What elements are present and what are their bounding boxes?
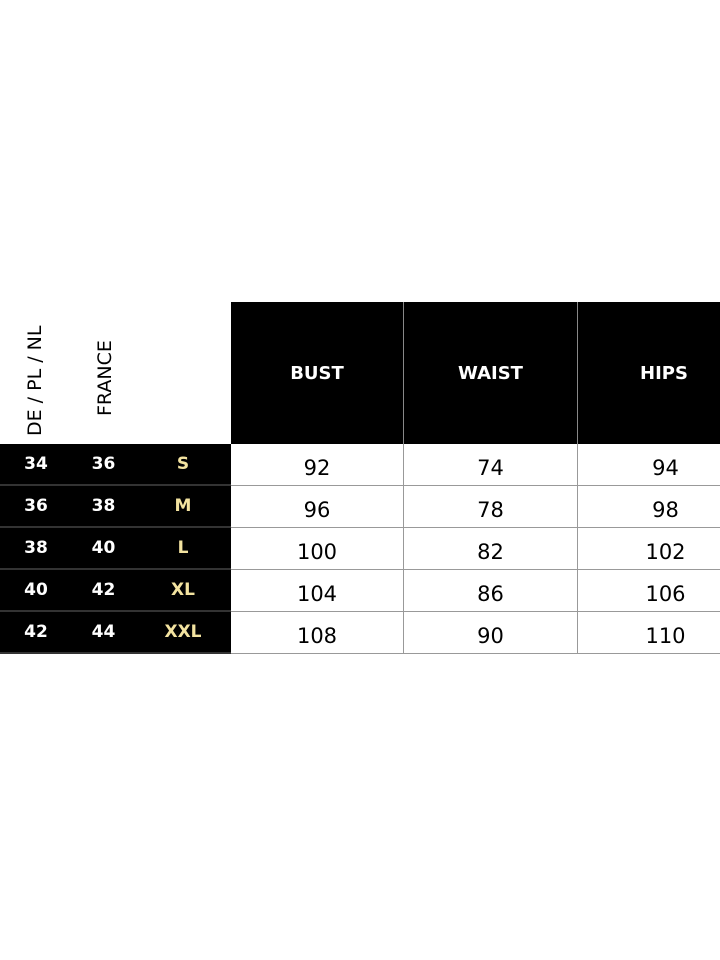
cell-fr: 36	[72, 444, 135, 486]
cell-fr: 42	[72, 570, 135, 612]
cell-hips: 102	[578, 528, 720, 570]
cell-hips: 94	[578, 444, 720, 486]
cell-size: L	[135, 528, 231, 570]
cell-size: XXL	[135, 612, 231, 654]
cell-waist: 86	[404, 570, 578, 612]
cell-waist: 78	[404, 486, 578, 528]
header-france: FRANCE	[94, 340, 116, 416]
cell-fr: 44	[72, 612, 135, 654]
cell-fr: 38	[72, 486, 135, 528]
cell-waist: 90	[404, 612, 578, 654]
cell-de: 40	[0, 570, 72, 612]
cell-de: 38	[0, 528, 72, 570]
cell-size: M	[135, 486, 231, 528]
cell-size: S	[135, 444, 231, 486]
cell-waist: 74	[404, 444, 578, 486]
cell-de: 36	[0, 486, 72, 528]
cell-de: 42	[0, 612, 72, 654]
header-waist: WAIST	[404, 302, 578, 444]
cell-bust: 104	[231, 570, 404, 612]
cell-hips: 110	[578, 612, 720, 654]
cell-bust: 96	[231, 486, 404, 528]
header-bust: BUST	[231, 302, 404, 444]
cell-bust: 92	[231, 444, 404, 486]
cell-de: 34	[0, 444, 72, 486]
cell-waist: 82	[404, 528, 578, 570]
cell-hips: 106	[578, 570, 720, 612]
cell-size: XL	[135, 570, 231, 612]
cell-bust: 108	[231, 612, 404, 654]
header-hips: HIPS	[578, 302, 720, 444]
header-de-pl-nl: DE / PL / NL	[24, 325, 46, 436]
cell-bust: 100	[231, 528, 404, 570]
cell-fr: 40	[72, 528, 135, 570]
cell-hips: 98	[578, 486, 720, 528]
